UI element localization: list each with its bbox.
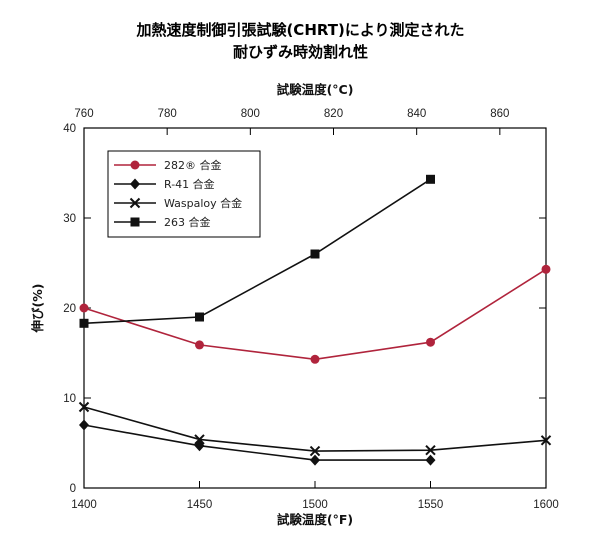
top-tick-label: 780 [158,108,177,120]
legend-marker [129,197,141,209]
data-point-series-3 [195,312,204,322]
y-axis-title: 伸び(%) [30,284,45,334]
series-line-1 [83,424,431,461]
y-tick-label: 20 [63,303,76,315]
top-tick-label: 840 [407,108,426,120]
data-point-series-2 [309,445,321,457]
chart-title: 加熱速度制御引張試験(CHRT)により測定された [136,21,465,39]
legend-label: R-41 合金 [164,177,215,191]
x-stroke [194,434,205,445]
x-stroke [425,444,436,456]
chart-subtitle: 耐ひずみ時効割れ性 [232,43,368,61]
x-axis-title: 試験温度(°F) [277,512,353,527]
legend-marker [130,217,140,227]
x-tick-label: 1450 [187,499,213,511]
top-tick-label: 760 [74,108,93,120]
legend-marker [130,160,140,170]
y-tick-label: 40 [63,123,76,135]
data-point-series-0 [310,354,320,364]
x-tick-label: 1600 [533,499,559,511]
x-tick-label: 1550 [418,499,444,511]
x-tick-label: 1400 [71,499,97,511]
top-tick-label: 860 [490,108,509,120]
series-line-3 [83,178,431,325]
y-tick-label: 10 [63,393,76,405]
data-point-series-3 [310,249,320,259]
data-point-series-2 [540,435,552,446]
series-line-2 [83,406,547,452]
data-point-series-2 [194,434,205,445]
data-point-series-0 [426,337,435,347]
data-point-series-0 [195,340,204,350]
legend-label: Waspaloy 合金 [164,196,242,210]
series-line-0 [83,268,547,361]
data-point-series-2 [425,444,436,456]
x-stroke [78,401,90,413]
top-axis-title: 試験温度(°C) [277,82,354,97]
x-stroke [129,197,141,209]
legend-marker [130,178,140,190]
x-stroke [309,445,321,457]
data-point-series-1 [425,454,436,466]
data-point-series-3 [426,174,435,184]
x-stroke [540,435,552,446]
data-point-series-0 [541,264,551,274]
y-tick-label: 0 [70,483,76,495]
legend-label: 263 合金 [164,215,211,229]
data-point-series-1 [79,419,89,431]
data-point-series-2 [78,401,90,413]
legend-label: 282® 合金 [164,158,222,172]
x-tick-label: 1500 [302,499,328,511]
data-point-series-0 [79,303,89,313]
y-tick-label: 30 [63,213,76,225]
top-tick-label: 800 [241,108,260,120]
top-tick-label: 820 [324,108,343,120]
data-point-series-1 [310,454,320,466]
data-point-series-3 [79,318,89,328]
